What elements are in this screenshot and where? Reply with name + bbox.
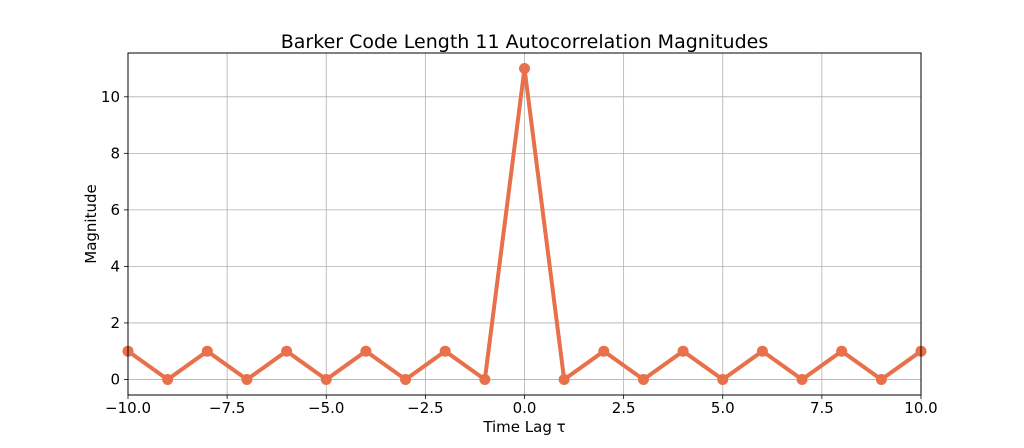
- ticks: −10.0 −7.5 −5.0 −2.5 0.0 2.5 5.0 7.5 10.0 0 2 4 6 8 10: [101, 88, 938, 417]
- data-point: [439, 345, 451, 357]
- y-tick-label: 0: [110, 370, 120, 388]
- data-point: [479, 373, 491, 385]
- data-point: [598, 345, 610, 357]
- x-tick-label: 0.0: [513, 399, 537, 417]
- y-tick-label: 10: [101, 88, 120, 106]
- data-point: [558, 373, 570, 385]
- data-point: [756, 345, 768, 357]
- data-point: [281, 345, 293, 357]
- x-tick-label: 7.5: [810, 399, 834, 417]
- data-point: [796, 373, 808, 385]
- chart-title: Barker Code Length 11 Autocorrelation Ma…: [281, 31, 769, 53]
- y-tick-label: 8: [110, 144, 120, 162]
- x-tick-label: −5.0: [308, 399, 344, 417]
- x-tick-label: 5.0: [711, 399, 735, 417]
- data-point: [241, 373, 253, 385]
- y-tick-label: 4: [110, 257, 120, 275]
- data-point: [836, 345, 848, 357]
- data-point: [875, 373, 887, 385]
- y-tick-label: 6: [110, 201, 120, 219]
- data-point: [519, 63, 530, 75]
- x-tick-label: 2.5: [612, 399, 636, 417]
- series: [122, 63, 927, 385]
- data-point: [360, 345, 372, 357]
- data-point: [400, 373, 412, 385]
- x-tick-label: −2.5: [407, 399, 443, 417]
- data-point: [637, 373, 649, 385]
- y-axis-label: Magnitude: [82, 184, 100, 263]
- y-tick-label: 2: [110, 314, 120, 332]
- x-tick-label: 10.0: [904, 399, 937, 417]
- data-point: [162, 373, 174, 385]
- grid: [127, 53, 922, 395]
- data-point: [717, 373, 729, 385]
- x-tick-label: −10.0: [105, 399, 151, 417]
- x-tick-label: −7.5: [209, 399, 245, 417]
- x-axis-label: Time Lag τ: [482, 418, 565, 436]
- data-point: [201, 345, 213, 357]
- data-point: [320, 373, 332, 385]
- data-point: [677, 345, 689, 357]
